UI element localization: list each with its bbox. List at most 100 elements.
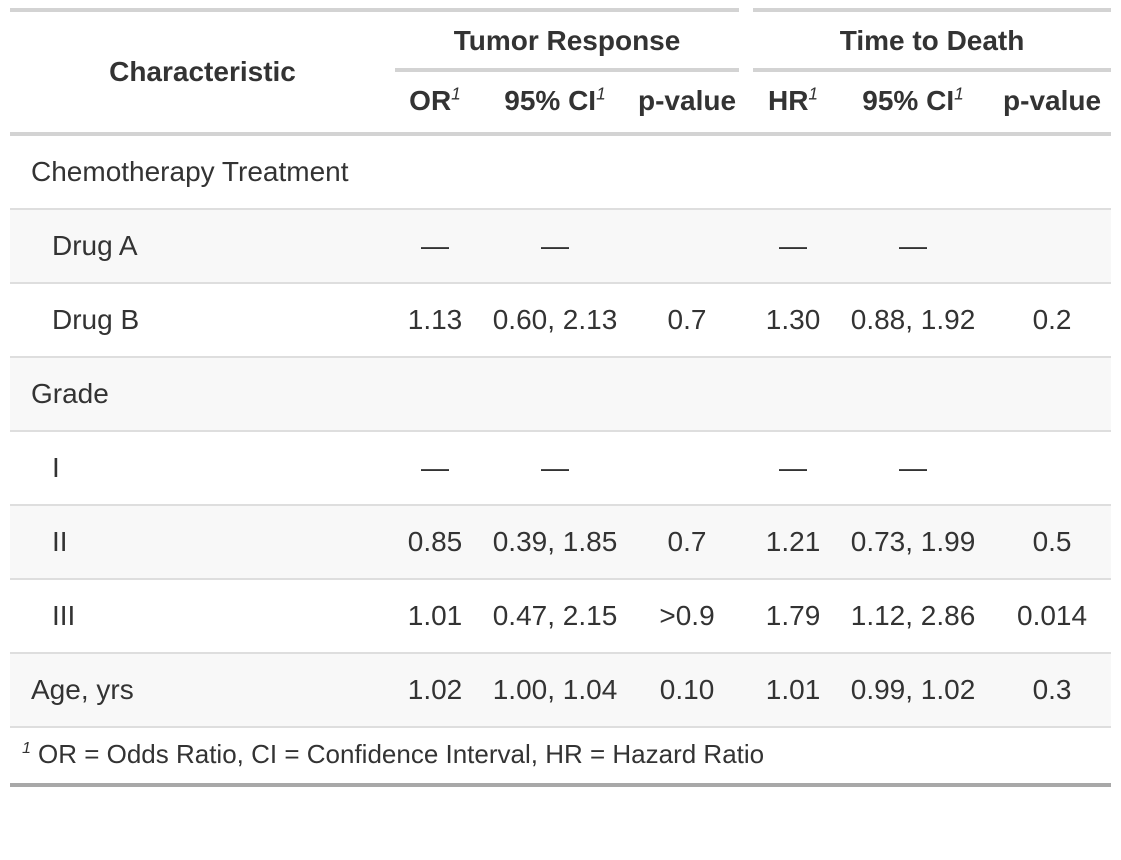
hr-value: 1.01 bbox=[753, 652, 834, 727]
spanner-row: Characteristic Tumor Response Time to De… bbox=[10, 8, 1112, 136]
hr-ci-value: 0.88, 1.92 bbox=[833, 282, 994, 357]
row-label: Grade bbox=[10, 356, 395, 431]
column-header-row: OR1 95% CI1 p-value HR1 95% CI1 p-value bbox=[10, 70, 1112, 136]
or-value: 1.02 bbox=[395, 652, 475, 727]
column-gap-cell bbox=[739, 652, 754, 727]
hr-pvalue: 0.2 bbox=[993, 282, 1112, 357]
spanner-time-to-death: Time to Death bbox=[753, 8, 1112, 72]
table-row: Chemotherapy Treatment bbox=[10, 133, 1112, 209]
table-body: Chemotherapy Treatment Drug A — — — — Drug B 1.… bbox=[10, 133, 1112, 727]
or-pvalue: >0.9 bbox=[635, 578, 740, 653]
row-label: II bbox=[10, 504, 395, 579]
hr-ci-value: 0.99, 1.02 bbox=[833, 652, 994, 727]
hr-header-label: HR bbox=[767, 85, 809, 116]
hr-column-header: HR1 bbox=[753, 70, 834, 136]
or-ci-value: — bbox=[475, 208, 635, 283]
hr-pvalue-column-header: p-value bbox=[993, 70, 1112, 136]
hr-pvalue-header-label: p-value bbox=[1003, 85, 1102, 116]
column-gap-cell bbox=[739, 578, 754, 653]
column-gap-cell bbox=[739, 430, 754, 505]
hr-pvalue: 0.5 bbox=[993, 504, 1112, 579]
hr-value: 1.21 bbox=[753, 504, 834, 579]
table-row: Drug A — — — — bbox=[10, 208, 1112, 283]
row-label: Drug A bbox=[10, 208, 395, 283]
or-pvalue: 0.7 bbox=[635, 504, 740, 579]
or-pvalue bbox=[635, 356, 740, 431]
hr-ci-value: 0.73, 1.99 bbox=[833, 504, 994, 579]
or-pvalue bbox=[635, 133, 740, 209]
or-column-header: OR1 bbox=[395, 70, 475, 136]
hr-ci-value: 1.12, 2.86 bbox=[833, 578, 994, 653]
hr-pvalue bbox=[993, 208, 1112, 283]
table-row: Drug B 1.13 0.60, 2.13 0.7 1.30 0.88, 1.92 0.2 bbox=[10, 282, 1112, 357]
column-gap-cell bbox=[739, 208, 754, 283]
or-ci-value: 1.00, 1.04 bbox=[475, 652, 635, 727]
or-value: 1.01 bbox=[395, 578, 475, 653]
row-label: Chemotherapy Treatment bbox=[10, 133, 395, 209]
or-pvalue bbox=[635, 430, 740, 505]
footnote-marker: 1 bbox=[22, 739, 31, 758]
hr-pvalue: 0.014 bbox=[993, 578, 1112, 653]
or-ci-value: 0.47, 2.15 bbox=[475, 578, 635, 653]
or-value bbox=[395, 356, 475, 431]
characteristic-header-label: Characteristic bbox=[109, 56, 296, 87]
or-ci-column-header: 95% CI1 bbox=[475, 70, 635, 136]
hr-value bbox=[753, 133, 834, 209]
or-ci-footnote-marker: 1 bbox=[596, 83, 606, 104]
spanner-time-to-death-label: Time to Death bbox=[839, 25, 1025, 56]
or-ci-value bbox=[475, 133, 635, 209]
hr-value: 1.79 bbox=[753, 578, 834, 653]
hr-ci-value bbox=[833, 133, 994, 209]
column-gap-cell bbox=[739, 282, 754, 357]
spanner-tumor-response-label: Tumor Response bbox=[453, 25, 681, 56]
table-header: Characteristic Tumor Response Time to De… bbox=[10, 8, 1112, 136]
or-value bbox=[395, 133, 475, 209]
footnote-row: 1 OR = Odds Ratio, CI = Confidence Interv… bbox=[10, 726, 1112, 787]
hr-pvalue bbox=[993, 356, 1112, 431]
column-gap-cell bbox=[739, 133, 754, 209]
table-container: Characteristic Tumor Response Time to De… bbox=[10, 8, 1112, 787]
summary-table: Characteristic Tumor Response Time to De… bbox=[10, 8, 1112, 787]
or-pvalue-column-header: p-value bbox=[635, 70, 740, 136]
or-header-label: OR bbox=[409, 85, 452, 116]
column-gap-cell bbox=[739, 504, 754, 579]
row-label: I bbox=[10, 430, 395, 505]
hr-ci-header-label: 95% CI bbox=[862, 85, 955, 116]
spanner-tumor-response: Tumor Response bbox=[395, 8, 740, 72]
or-value: — bbox=[395, 208, 475, 283]
table-footer: 1 OR = Odds Ratio, CI = Confidence Interv… bbox=[10, 726, 1112, 787]
table-row: III 1.01 0.47, 2.15 >0.9 1.79 1.12, 2.86 0.014 bbox=[10, 578, 1112, 653]
hr-ci-column-header: 95% CI1 bbox=[833, 70, 994, 136]
or-value: — bbox=[395, 430, 475, 505]
footnote-text: OR = Odds Ratio, CI = Confidence Interva… bbox=[37, 739, 765, 769]
or-ci-header-label: 95% CI bbox=[504, 85, 597, 116]
table-row: Age, yrs 1.02 1.00, 1.04 0.10 1.01 0.99, 1.02… bbox=[10, 652, 1112, 727]
table-row: I — — — — bbox=[10, 430, 1112, 505]
hr-pvalue: 0.3 bbox=[993, 652, 1112, 727]
or-value: 0.85 bbox=[395, 504, 475, 579]
hr-value: — bbox=[753, 430, 834, 505]
hr-pvalue bbox=[993, 133, 1112, 209]
hr-ci-footnote-marker: 1 bbox=[954, 83, 964, 104]
column-group-gap bbox=[739, 10, 754, 136]
hr-value bbox=[753, 356, 834, 431]
or-value: 1.13 bbox=[395, 282, 475, 357]
row-label: III bbox=[10, 578, 395, 653]
table-row: II 0.85 0.39, 1.85 0.7 1.21 0.73, 1.99 0.5 bbox=[10, 504, 1112, 579]
or-pvalue-header-label: p-value bbox=[638, 85, 737, 116]
table-row: Grade bbox=[10, 356, 1112, 431]
hr-ci-value bbox=[833, 356, 994, 431]
or-pvalue: 0.7 bbox=[635, 282, 740, 357]
column-gap-cell bbox=[739, 356, 754, 431]
or-ci-value: 0.60, 2.13 bbox=[475, 282, 635, 357]
or-ci-value: 0.39, 1.85 bbox=[475, 504, 635, 579]
or-ci-value bbox=[475, 356, 635, 431]
or-pvalue bbox=[635, 208, 740, 283]
or-pvalue: 0.10 bbox=[635, 652, 740, 727]
row-label: Age, yrs bbox=[10, 652, 395, 727]
characteristic-header: Characteristic bbox=[10, 8, 395, 136]
hr-value: 1.30 bbox=[753, 282, 834, 357]
row-label: Drug B bbox=[10, 282, 395, 357]
hr-ci-value: — bbox=[833, 430, 994, 505]
or-footnote-marker: 1 bbox=[451, 83, 461, 104]
